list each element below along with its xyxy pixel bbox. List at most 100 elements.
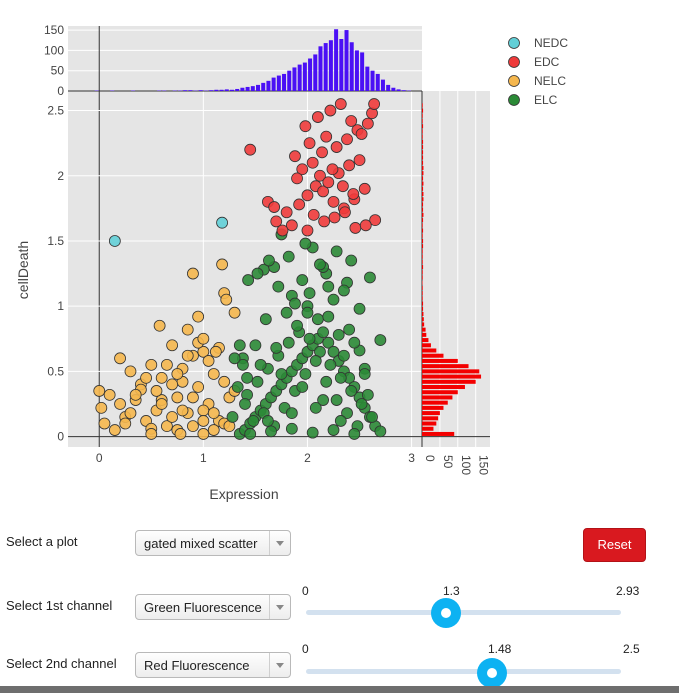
data-point <box>197 345 210 358</box>
right-hist-bar <box>422 181 424 186</box>
top-hist-bar <box>297 64 302 91</box>
data-point <box>311 111 324 123</box>
data-point <box>114 352 126 365</box>
y-tick-label: 0.5 <box>47 364 64 378</box>
data-point <box>320 375 333 388</box>
slider1-min: 0 <box>302 584 309 598</box>
chevron-down-icon <box>269 653 290 677</box>
data-point <box>326 163 339 176</box>
data-point <box>249 339 262 352</box>
top-hist-bar <box>209 90 214 91</box>
right-hist-bar <box>422 124 424 129</box>
data-point <box>202 355 215 367</box>
slider1-track[interactable] <box>306 610 621 615</box>
data-point <box>301 224 314 237</box>
data-point <box>330 245 343 258</box>
top-hist-tick-label: 0 <box>57 84 64 98</box>
right-hist-bar <box>422 233 423 238</box>
data-point <box>343 323 356 336</box>
top-hist-bar <box>328 40 333 91</box>
data-point <box>291 172 303 185</box>
data-point <box>338 284 350 297</box>
data-point <box>322 176 335 189</box>
data-point <box>374 334 387 346</box>
data-point <box>108 235 121 247</box>
top-hist-bar <box>308 58 313 91</box>
data-point <box>330 394 343 406</box>
data-point <box>299 120 312 133</box>
top-hist-tick-label: 50 <box>51 64 65 78</box>
data-point <box>317 394 329 406</box>
reset-button[interactable]: Reset <box>583 528 646 562</box>
legend: NEDC EDC NELC ELC <box>508 36 568 107</box>
plot-select[interactable]: gated mixed scatter <box>135 530 291 556</box>
data-point <box>348 336 361 349</box>
slider2-track[interactable] <box>306 669 621 674</box>
right-hist-bar <box>422 306 424 311</box>
right-hist-bar <box>422 259 423 264</box>
top-hist-bar <box>386 84 391 91</box>
data-point <box>155 371 168 384</box>
data-point <box>207 407 220 419</box>
right-hist-bar <box>422 291 423 296</box>
top-hist-bar <box>266 80 271 91</box>
data-point <box>327 345 340 358</box>
data-point <box>309 355 322 367</box>
right-hist-bar <box>422 311 424 316</box>
top-hist-bar <box>391 87 396 91</box>
top-hist-bar <box>339 39 344 91</box>
data-point <box>276 224 289 237</box>
data-point <box>322 310 335 323</box>
data-point <box>231 381 244 393</box>
slider2-handle[interactable] <box>477 658 508 688</box>
data-point <box>289 297 301 310</box>
right-hist-bar <box>422 186 424 191</box>
data-point <box>359 219 372 232</box>
data-point <box>328 211 341 224</box>
data-point <box>343 159 356 172</box>
data-point <box>345 254 358 267</box>
window-bottom-edge <box>0 686 679 693</box>
data-point <box>226 411 239 423</box>
right-hist-bar <box>422 249 423 254</box>
top-hist-bar <box>235 88 240 91</box>
chevron-down-icon <box>269 595 290 619</box>
right-hist-bar <box>422 421 437 426</box>
data-point <box>317 185 329 198</box>
legend-label: NEDC <box>534 36 568 50</box>
right-hist-bar <box>422 416 439 421</box>
data-point <box>155 398 168 410</box>
data-point <box>301 306 314 319</box>
data-point <box>166 378 179 391</box>
legend-marker <box>508 37 520 49</box>
data-point <box>176 404 189 417</box>
data-point <box>361 388 374 401</box>
channel1-select[interactable]: Green Fluorescence <box>135 594 291 620</box>
data-point <box>306 426 319 439</box>
data-point <box>303 287 316 300</box>
slider2-value: 1.48 <box>488 642 512 656</box>
data-point <box>244 143 257 156</box>
data-point <box>285 219 298 232</box>
data-point <box>259 313 272 326</box>
data-point <box>345 115 358 127</box>
data-point <box>140 371 152 384</box>
data-point <box>349 222 362 234</box>
right-hist-bar <box>422 207 424 212</box>
right-hist-bar <box>422 192 424 197</box>
top-hist-bar <box>276 75 281 91</box>
scatter-points <box>93 98 387 440</box>
right-hist-bar <box>422 165 424 170</box>
data-point <box>268 201 281 213</box>
right-hist-bar <box>422 218 424 223</box>
slider1-handle[interactable] <box>430 598 461 628</box>
channel2-select[interactable]: Red Fluorescence <box>135 652 291 678</box>
data-point <box>334 98 347 110</box>
right-hist-bar <box>422 176 424 181</box>
data-point <box>124 407 137 419</box>
top-hist-bar <box>401 90 406 91</box>
right-hist-bar <box>422 301 424 306</box>
right-hist-bar <box>422 197 424 202</box>
legend-label: ELC <box>534 93 558 107</box>
data-point <box>209 345 222 358</box>
